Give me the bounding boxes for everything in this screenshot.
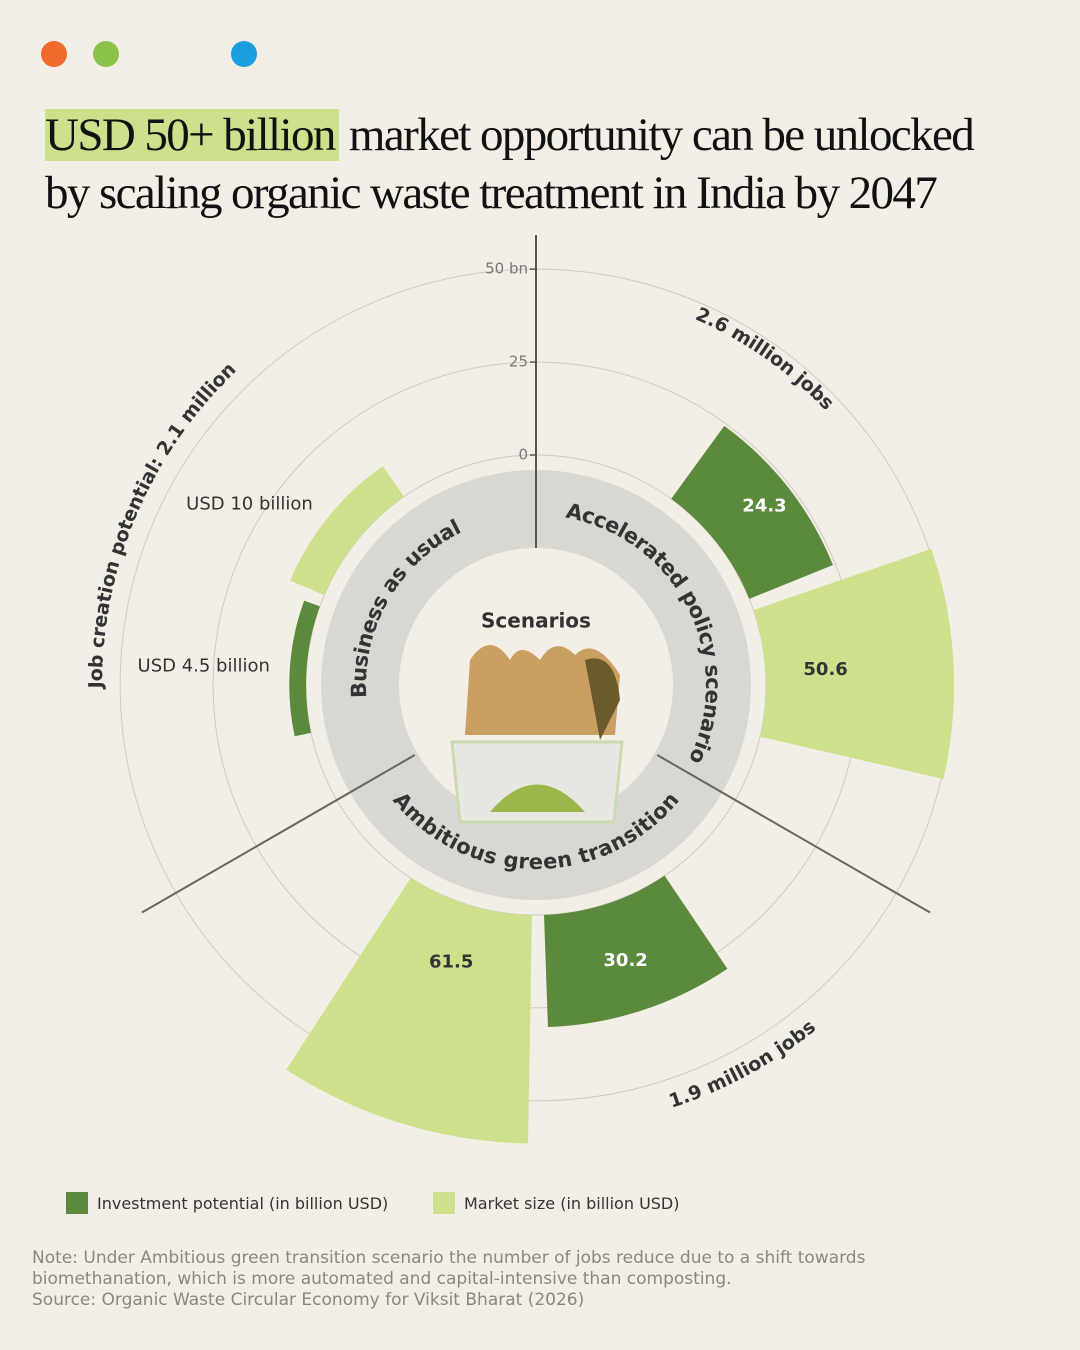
title-text: market opportunity can be unlocked by sc… [45, 109, 975, 219]
bar [290, 466, 405, 596]
legend-label: Market size (in billion USD) [464, 1193, 680, 1213]
divider [141, 754, 416, 914]
value-label: 61.5 [429, 951, 473, 972]
value-label: USD 10 billion [186, 493, 313, 514]
source: Source: Organic Waste Circular Economy f… [32, 1290, 585, 1310]
value-label: 24.3 [742, 495, 786, 516]
job-label: 2.6 million jobs [693, 303, 839, 414]
job-label: Job creation potential: 2.1 million [84, 358, 240, 690]
bar [753, 548, 955, 780]
legend-item: Investment potential (in billion USD) [66, 1192, 388, 1214]
bar [544, 875, 728, 1028]
legend-swatch [66, 1192, 88, 1214]
legend-swatch [433, 1192, 455, 1214]
value-label: USD 4.5 billion [138, 655, 270, 676]
bar [289, 600, 320, 737]
title-highlight: USD 50+ billion [45, 109, 339, 161]
chart: Scenarios 0 25 50 bn USD 4.5 billion 24.3 30.… [84, 235, 955, 1144]
dot [231, 41, 257, 67]
value-label: 30.2 [603, 950, 647, 971]
job-label: 1.9 million jobs [666, 1015, 820, 1112]
y-tick-label: 50 bn [485, 260, 528, 278]
dot [41, 41, 67, 67]
value-label: 50.6 [803, 659, 847, 680]
job-label-path: 1.9 million jobs [666, 1015, 820, 1112]
divider [656, 754, 931, 914]
legend-label: Investment potential (in billion USD) [97, 1193, 389, 1213]
center-label: Scenarios [481, 609, 591, 633]
bin-icon [450, 645, 624, 824]
legend-item: Market size (in billion USD) [433, 1192, 680, 1214]
bar [286, 877, 532, 1144]
job-label-path: 2.6 million jobs [693, 303, 839, 414]
note: Note: Under Ambitious green transition s… [32, 1248, 866, 1289]
note-block: Note: Under Ambitious green transition s… [32, 1248, 932, 1311]
bar [671, 425, 833, 599]
y-tick-label: 0 [518, 446, 528, 464]
dot [93, 41, 119, 67]
title: USD 50+ billion market opportunity can b… [45, 106, 1005, 222]
y-tick-label: 25 [509, 353, 528, 371]
job-label-path: Job creation potential: 2.1 million [84, 358, 240, 690]
